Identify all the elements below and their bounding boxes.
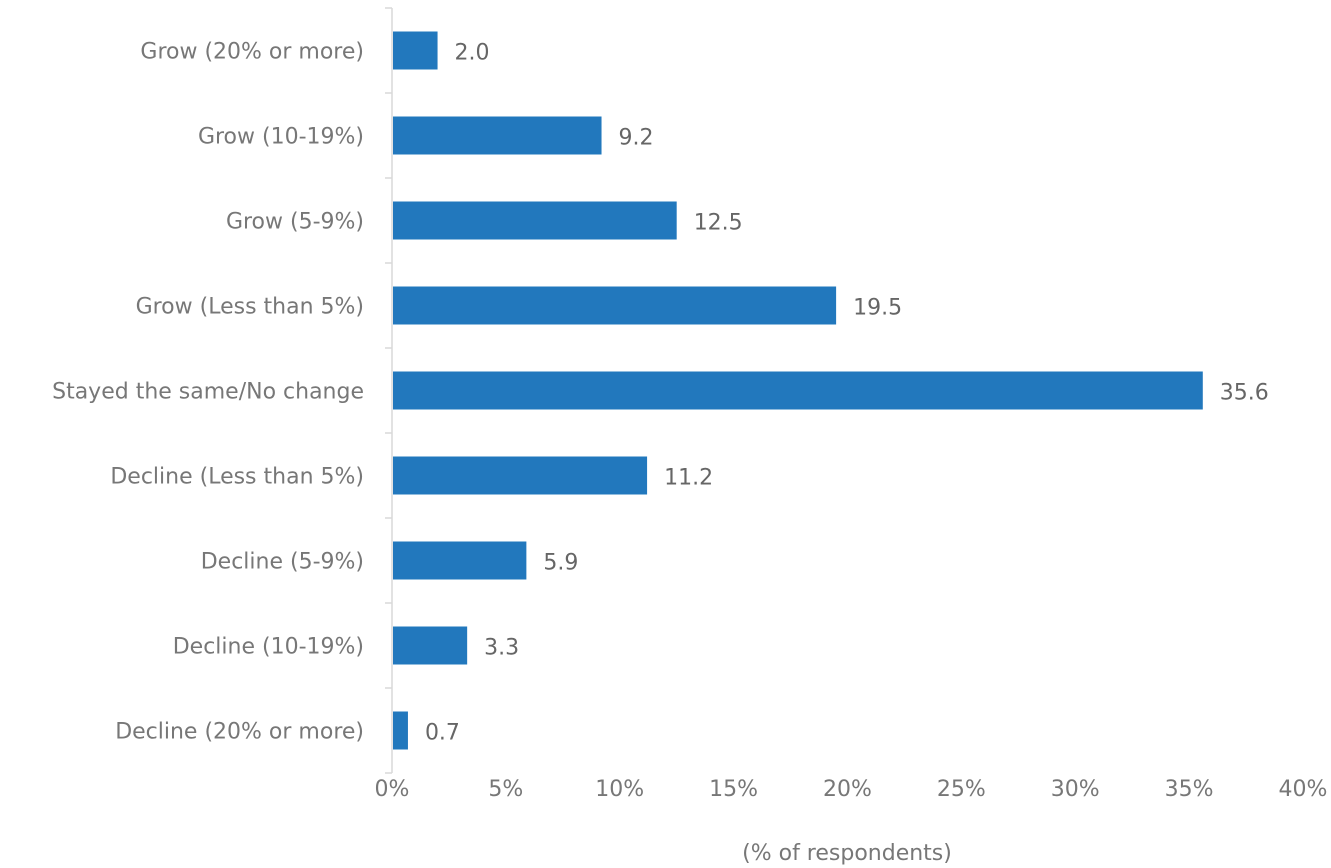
bar — [393, 201, 677, 240]
bar — [393, 31, 438, 70]
category-label: Grow (10-19%) — [198, 125, 364, 150]
x-tick-label: 15% — [709, 777, 758, 802]
x-tick-label: 40% — [1279, 777, 1328, 802]
bar — [393, 116, 602, 155]
value-label: 5.9 — [543, 551, 578, 576]
x-tick-label: 20% — [823, 777, 872, 802]
category-label: Decline (20% or more) — [115, 720, 364, 745]
value-label: 3.3 — [484, 636, 519, 661]
x-tick-label: 5% — [488, 777, 523, 802]
category-label: Decline (5-9%) — [201, 550, 364, 575]
x-tick-label: 0% — [375, 777, 410, 802]
value-label: 19.5 — [853, 296, 902, 321]
bar — [393, 626, 468, 665]
category-label: Decline (10-19%) — [173, 635, 364, 660]
bar — [393, 286, 837, 325]
x-tick-label: 35% — [1165, 777, 1214, 802]
bar — [393, 371, 1203, 410]
category-label: Grow (5-9%) — [226, 210, 364, 235]
category-label: Grow (Less than 5%) — [136, 295, 364, 320]
x-tick-label: 10% — [595, 777, 644, 802]
value-label: 12.5 — [694, 211, 743, 236]
category-label: Grow (20% or more) — [140, 40, 364, 65]
labels-layer: 0% 5% 10% 15% 20% 25% 30% 35% 40% Grow (20% or mo… — [52, 40, 1327, 803]
x-tick-label: 30% — [1051, 777, 1100, 802]
value-label: 9.2 — [619, 126, 654, 151]
value-label: 11.2 — [664, 466, 713, 491]
bars-layer — [393, 31, 1203, 750]
category-label: Decline (Less than 5%) — [110, 465, 364, 490]
axis-layer — [385, 7, 393, 774]
x-tick-label: 25% — [937, 777, 986, 802]
bar — [393, 711, 408, 750]
x-axis-title: (% of respondents) — [742, 841, 952, 866]
value-label: 35.6 — [1220, 381, 1269, 406]
value-label: 0.7 — [425, 721, 460, 746]
bar — [393, 456, 648, 495]
bar — [393, 541, 527, 580]
category-label: Stayed the same/No change — [52, 380, 364, 405]
value-label: 2.0 — [455, 41, 490, 66]
